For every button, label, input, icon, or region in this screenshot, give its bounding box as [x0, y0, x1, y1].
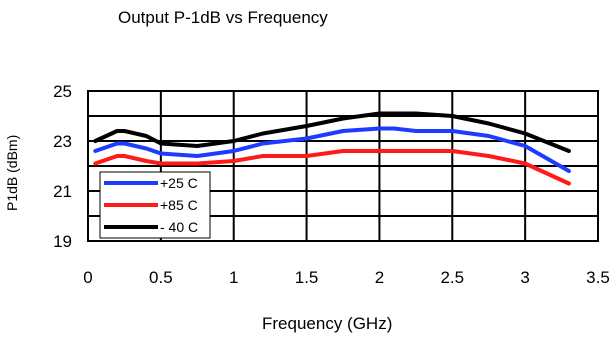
series-lines — [93, 111, 571, 186]
series-line-1 — [93, 149, 571, 186]
x-tick-label-4: 2 — [375, 268, 384, 287]
series-line-0 — [93, 126, 571, 173]
y-tick-label-1: 21 — [53, 182, 72, 201]
x-axis-label: Frequency (GHz) — [262, 314, 393, 333]
x-tick-label-0: 0 — [83, 268, 92, 287]
y-tick-label-3: 25 — [53, 82, 72, 101]
grid — [87, 90, 599, 242]
x-tick-label-5: 2.5 — [440, 268, 464, 287]
plot-frame — [87, 90, 599, 242]
series-line-2 — [93, 111, 571, 153]
y-tick-label-2: 23 — [53, 132, 72, 151]
x-tick-label-3: 1.5 — [295, 268, 319, 287]
legend-label-2: - 40 C — [160, 219, 198, 235]
y-tick-label-0: 19 — [53, 232, 72, 251]
x-tick-label-2: 1 — [229, 268, 238, 287]
tick-labels: 0 0.5 1 1.5 2 2.5 3 3.5 19 21 23 25 — [53, 82, 610, 287]
legend-label-1: +85 C — [160, 197, 198, 213]
x-tick-label-7: 3.5 — [586, 268, 610, 287]
x-tick-label-6: 3 — [520, 268, 529, 287]
x-tick-label-1: 0.5 — [149, 268, 173, 287]
legend-label-0: +25 C — [160, 175, 198, 191]
chart-title-text: Output P-1dB vs Frequency — [118, 8, 328, 27]
legend: +25 C +85 C - 40 C — [99, 171, 211, 239]
